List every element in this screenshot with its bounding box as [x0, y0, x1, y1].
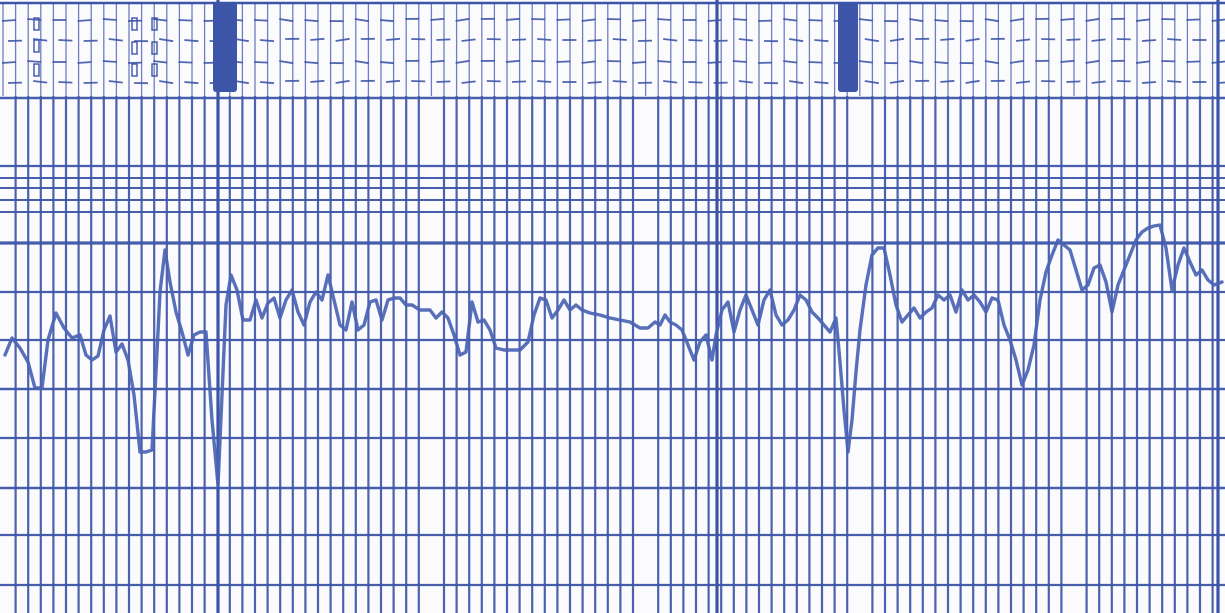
- time-band-dash: [253, 19, 269, 22]
- time-band-marker: [33, 63, 40, 77]
- time-band-dash: [253, 61, 269, 64]
- time-band-dash: [581, 18, 596, 22]
- time-band-dash: [77, 61, 92, 64]
- time-band-marker: [33, 17, 40, 31]
- time-band-dash: [707, 61, 722, 64]
- time-band-dash: [1009, 17, 1025, 22]
- time-band-dash: [1060, 59, 1075, 63]
- time-band-dash: [858, 18, 873, 22]
- time-band-dash: [581, 60, 596, 64]
- time-band-dash: [1135, 18, 1151, 22]
- time-band-dash: [783, 18, 798, 22]
- time-band-dash: [279, 18, 294, 23]
- time-band-dash: [1135, 60, 1151, 64]
- time-band-dash: [27, 60, 42, 63]
- time-band-dash: [1217, 39, 1225, 42]
- timing-band: [0, 1, 1225, 96]
- time-band-dash: [1060, 17, 1075, 21]
- time-band-marker: [33, 39, 40, 53]
- time-band-dash: [1085, 17, 1100, 22]
- time-band-dash: [379, 19, 395, 23]
- time-band-dash: [732, 18, 747, 21]
- time-band-dash: [1186, 18, 1201, 21]
- time-band-dash: [505, 17, 521, 21]
- time-band-dash: [1186, 60, 1201, 63]
- time-band-dash: [430, 17, 445, 21]
- time-band-dash: [783, 60, 798, 64]
- time-band-dash: [984, 60, 999, 65]
- time-band-dash: [1217, 81, 1225, 84]
- time-band-dash: [77, 19, 92, 22]
- time-band-dash: [279, 60, 294, 65]
- time-band-dash: [455, 17, 470, 22]
- event-mark: [213, 2, 237, 92]
- time-band-dash: [984, 18, 999, 23]
- event-mark: [838, 2, 858, 92]
- time-band-dash: [909, 60, 924, 65]
- time-band-dash: [1211, 60, 1225, 64]
- time-band-dash: [354, 18, 369, 23]
- time-band-dash: [631, 61, 647, 64]
- time-band-dash: [304, 61, 319, 65]
- time-band-dash: [354, 60, 369, 65]
- time-band-marker: [131, 63, 138, 77]
- time-band-dash: [909, 18, 924, 23]
- time-band-dash: [858, 60, 873, 64]
- time-band-dash: [808, 61, 823, 64]
- time-band-marker: [131, 41, 138, 55]
- time-band-dash: [153, 60, 168, 64]
- time-band-dash: [379, 61, 395, 65]
- time-band-dash: [657, 60, 672, 63]
- time-band-dash: [1211, 18, 1225, 22]
- time-band-dash: [102, 18, 117, 21]
- time-band-dash: [556, 60, 571, 63]
- time-band-dash: [178, 61, 193, 64]
- time-band-dash: [707, 19, 722, 22]
- time-band-marker: [151, 63, 158, 77]
- minor-grid-lines: [14, 96, 1214, 613]
- time-band-dash: [1085, 59, 1100, 64]
- event-marks: [33, 2, 858, 92]
- time-band-dash: [304, 19, 319, 23]
- time-band-dash: [631, 19, 647, 22]
- time-band-dash: [102, 60, 117, 63]
- time-band-dash: [455, 59, 470, 64]
- time-band-dash: [1, 61, 17, 64]
- time-band-dash: [1, 19, 17, 22]
- time-band-marker: [151, 17, 158, 31]
- time-band-dash: [178, 19, 193, 22]
- time-band-dash: [556, 18, 571, 21]
- time-band-dash: [153, 18, 168, 22]
- time-band-dash: [732, 60, 747, 63]
- time-band-dash: [1009, 59, 1025, 64]
- time-band-dash: [657, 18, 672, 21]
- time-band-marker: [131, 17, 138, 31]
- time-band-dash: [505, 59, 521, 63]
- time-band-dash: [934, 61, 949, 65]
- time-band-dash: [808, 19, 823, 22]
- time-band-dash: [430, 59, 445, 63]
- time-band-marker: [151, 41, 158, 55]
- signal-trace: [3, 223, 1224, 487]
- time-band-dash: [934, 19, 949, 23]
